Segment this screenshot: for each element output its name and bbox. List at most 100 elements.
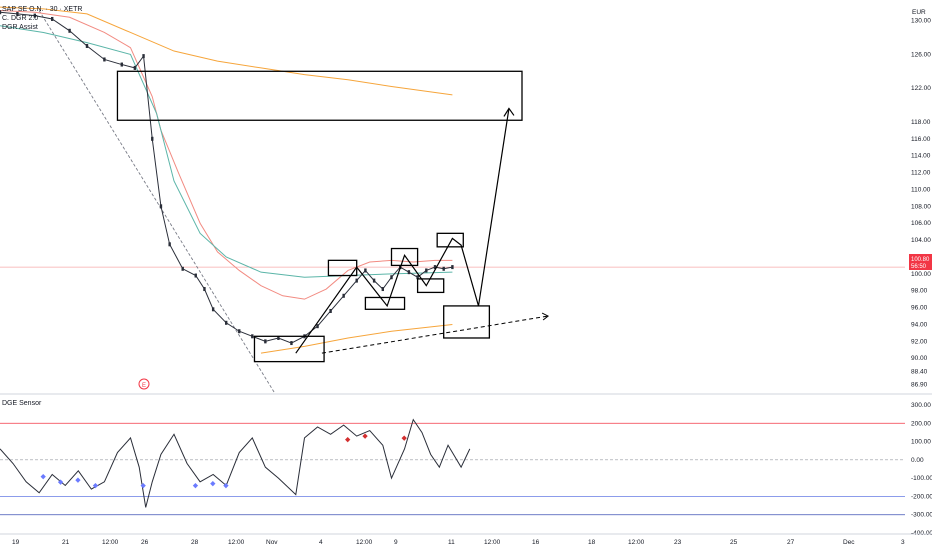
time-tick-label: 21 [62, 539, 70, 546]
blue-signal-marker: ◆ [210, 481, 216, 488]
drawn-rectangle [443, 305, 491, 339]
drawn-rectangle [116, 70, 523, 121]
time-tick-label: 19 [12, 539, 20, 546]
time-tick-label: 11 [448, 539, 455, 546]
time-tick-label: Dec [843, 539, 855, 546]
price-tick-label: 104.00 [911, 237, 931, 244]
projection-arrowhead [503, 107, 515, 117]
price-candle [16, 11, 19, 16]
time-tick-label: 12:00 [484, 539, 501, 546]
price-candle [211, 307, 215, 312]
price-candle [194, 273, 197, 278]
time-tick-label: 12:00 [102, 539, 119, 546]
price-candle [290, 341, 293, 346]
price-tick-label: 106.00 [911, 220, 931, 227]
price-candle [251, 334, 254, 339]
time-tick-label: 9 [394, 539, 398, 546]
time-tick-label: 27 [787, 539, 795, 546]
price-candle [264, 339, 267, 344]
oscillator-tick-label: 300.00 [911, 402, 931, 409]
time-axis[interactable]: 19 21 12:00 26 28 12:00 Nov 4 12:00 9 11 12:00 16 18 1… [12, 539, 905, 546]
current-price-tag: 100.80 56:50 [909, 254, 932, 270]
price-tick-label: 110.00 [911, 186, 931, 193]
price-candle [364, 268, 367, 273]
price-tick-label: 112.00 [911, 170, 931, 177]
drawn-rectangle [364, 296, 406, 310]
price-candle [329, 308, 332, 313]
time-tick-label: 12:00 [356, 539, 373, 546]
price-candle [372, 278, 376, 283]
oscillator-tick-label: 100.00 [911, 439, 931, 446]
time-tick-label: 26 [141, 539, 149, 546]
time-tick-label: 28 [191, 539, 199, 546]
blue-signal-marker: ◆ [41, 473, 47, 480]
price-tick-label: 116.00 [911, 136, 931, 143]
indicator-cdgr-label[interactable]: C. DGR 2.0 [2, 15, 38, 22]
oscillator-plot: ◆ ◆ ◆ ◆ ◆ ◆ ◆ ◆ ◆ ◆ ◆ [0, 418, 905, 516]
price-candle [425, 268, 428, 273]
time-tick-label: 23 [674, 539, 682, 546]
price-tag-value: 100.80 [911, 257, 930, 263]
indicator-dgr-assist-label[interactable]: DGR Assist [2, 24, 38, 31]
time-tick-label: 12:00 [628, 539, 645, 546]
earnings-event-icon[interactable]: E [138, 378, 150, 390]
projection-drawings [295, 107, 550, 354]
dashed-arrowhead [541, 312, 550, 321]
price-tick-label: 130.00 [911, 18, 931, 25]
dge-sensor-label[interactable]: DGE Sensor [2, 400, 42, 407]
blue-signal-marker: ◆ [193, 482, 199, 489]
price-candle [407, 270, 411, 275]
price-candle [168, 242, 171, 247]
price-candle [381, 287, 384, 292]
price-candle [159, 204, 163, 209]
price-candle [225, 320, 228, 325]
currency-label[interactable]: EUR [912, 9, 926, 16]
price-candle [416, 275, 419, 280]
price-tick-label: 100.00 [911, 271, 931, 278]
price-candle [181, 266, 184, 271]
time-tick-label: 16 [532, 539, 540, 546]
price-candle [355, 278, 358, 283]
blue-signal-marker: ◆ [58, 479, 64, 486]
price-tick-label: 126.00 [911, 51, 931, 58]
price-tick-label: 94.00 [911, 321, 928, 328]
price-tick-label: 90.00 [911, 355, 928, 362]
price-tag-countdown: 56:50 [911, 264, 927, 270]
symbol-title: SAP SE O.N. · 30 · XETR [2, 6, 82, 13]
lower-orange-line [260, 323, 453, 354]
drawn-rectangle [436, 232, 464, 248]
dashed-projection-line [321, 315, 549, 354]
price-candle [142, 54, 145, 59]
red-signal-marker: ◆ [345, 437, 351, 444]
drawn-rectangle [253, 335, 325, 363]
red-signal-marker: ◆ [362, 433, 368, 440]
price-candle [120, 62, 123, 67]
dge-sensor-line [0, 418, 471, 508]
price-tick-label: 86.90 [911, 381, 928, 388]
price-candle [238, 329, 241, 334]
price-tick-label: 118.00 [911, 119, 931, 126]
price-candle [51, 16, 54, 21]
time-tick-label: 25 [730, 539, 738, 546]
price-candle [277, 335, 280, 340]
zigzag-projection [295, 108, 510, 354]
blue-signal-marker: ◆ [93, 482, 99, 489]
oscillator-tick-label: 0.00 [911, 457, 924, 464]
svg-text:E: E [142, 383, 146, 389]
oscillator-tick-label: -300.00 [911, 512, 932, 519]
blue-signal-marker: ◆ [75, 477, 81, 484]
price-candle [451, 265, 454, 270]
price-candle [0, 10, 2, 15]
price-candle [433, 265, 437, 270]
oscillator-tick-label: 200.00 [911, 420, 931, 427]
price-candle [33, 13, 36, 18]
time-tick-label: 18 [588, 539, 596, 546]
price-candle [203, 287, 206, 292]
upper-band-line [0, 10, 453, 300]
price-tick-label: 108.00 [911, 203, 931, 210]
price-tick-label: 114.00 [911, 153, 931, 160]
price-candle [342, 293, 345, 298]
time-tick-label: Nov [266, 539, 278, 546]
